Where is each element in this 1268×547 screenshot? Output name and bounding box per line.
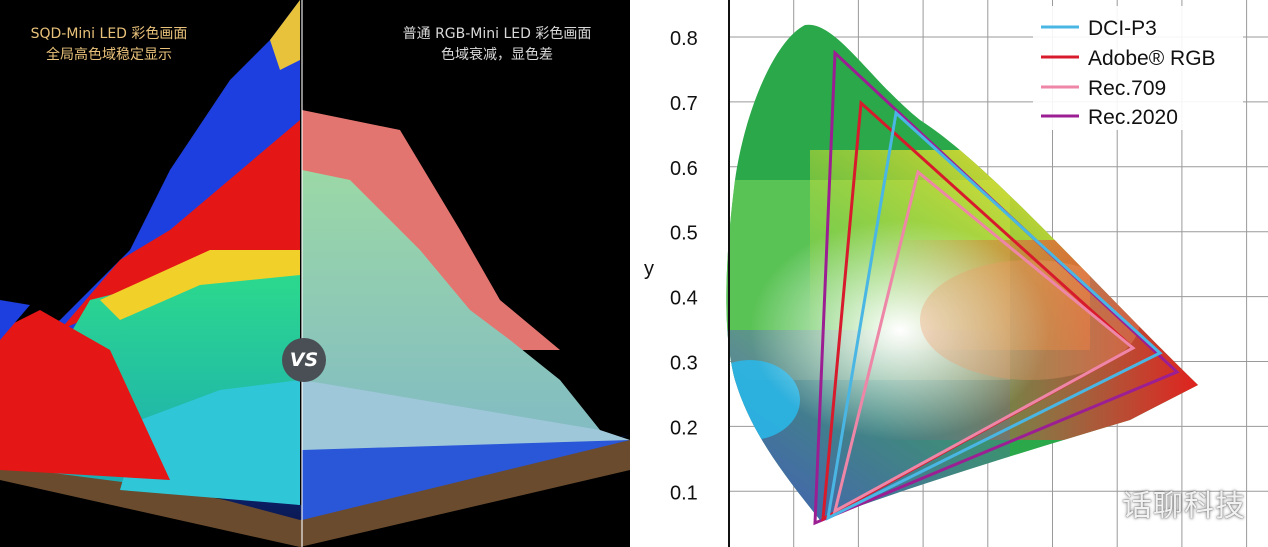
cie-chart-panel: 0.1 0.2 0.3 0.4 0.5 0.6 0.7 0.8 y DCI-P3 Adobe®… — [630, 0, 1268, 547]
caption-sqd-line2: 全局高色域稳定显示 — [46, 47, 172, 63]
y-tick-label: 0.1 — [670, 482, 698, 504]
color-mountain-illustration — [0, 0, 630, 547]
comparison-image-panel: SQD-Mini LED 彩色画面 全局高色域稳定显示 普通 RGB-Mini … — [0, 0, 630, 547]
y-tick-label: 0.4 — [670, 288, 698, 310]
y-tick-label: 0.6 — [670, 158, 698, 180]
dci-p3-triangle — [826, 110, 1163, 521]
caption-rgb-line2: 色域衰减，显色差 — [441, 47, 553, 63]
legend-label-rec709: Rec.709 — [1088, 77, 1166, 100]
mountain-base — [0, 440, 630, 547]
comparison-divider — [301, 0, 303, 547]
y-tick-label: 0.2 — [670, 417, 698, 439]
chart-legend: DCI-P3 Adobe® RGB Rec.709 Rec.2020 — [1033, 6, 1243, 130]
y-tick-label: 0.8 — [670, 28, 698, 50]
legend-label-dci-p3: DCI-P3 — [1088, 17, 1157, 40]
y-tick-label: 0.5 — [670, 223, 698, 245]
muted-mountain-pink — [302, 110, 560, 350]
vivid-mountain-yellow — [100, 250, 300, 320]
vs-badge: VS — [282, 338, 326, 382]
caption-rgb-line1: 普通 RGB-Mini LED 彩色画面 — [402, 26, 592, 42]
caption-rgb: 普通 RGB-Mini LED 彩色画面 色域衰减，显色差 — [368, 24, 626, 66]
caption-sqd-line1: SQD-Mini LED 彩色画面 — [30, 26, 188, 42]
rec709-triangle — [832, 169, 1136, 514]
y-tick-label: 0.7 — [670, 93, 698, 115]
y-tick-labels: 0.1 0.2 0.3 0.4 0.5 0.6 0.7 0.8 — [670, 28, 698, 504]
caption-sqd: SQD-Mini LED 彩色画面 全局高色域稳定显示 — [4, 24, 214, 66]
y-axis-label: y — [644, 258, 654, 280]
legend-label-rec2020: Rec.2020 — [1088, 106, 1178, 129]
y-tick-label: 0.3 — [670, 353, 698, 375]
watermark: 话聊科技 — [1122, 489, 1246, 524]
cie-chromaticity-chart: 0.1 0.2 0.3 0.4 0.5 0.6 0.7 0.8 y DCI-P3 Adobe®… — [644, 0, 1268, 547]
legend-label-adobe-rgb: Adobe® RGB — [1088, 47, 1216, 70]
